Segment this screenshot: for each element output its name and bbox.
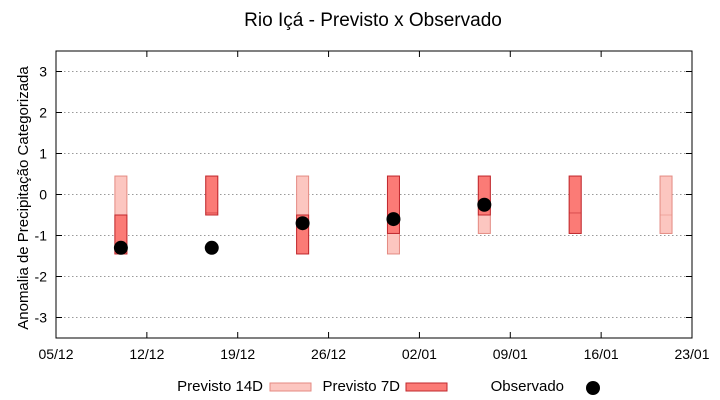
x-tick-label: 16/01	[584, 346, 619, 362]
legend-label-previsto-7d: Previsto 7D	[322, 378, 400, 395]
legend-swatch-previsto-7d	[405, 382, 448, 392]
previsto-14d-bar	[659, 175, 673, 234]
observado-point	[295, 216, 310, 231]
x-tick-label: 09/01	[493, 346, 528, 362]
observado-point	[386, 212, 401, 227]
previsto-7d-bar	[205, 175, 219, 216]
previsto-7d-bar	[568, 175, 582, 234]
observado-point	[113, 240, 128, 255]
x-ticks: 05/12 12/12 19/12 26/12 02/01 09/01 16/01 23/01	[38, 51, 710, 362]
legend-marker-observado	[586, 381, 600, 395]
legend-swatch-previsto-14d	[269, 382, 312, 392]
x-tick-label: 12/12	[129, 346, 164, 362]
observado-point	[204, 240, 219, 255]
x-tick-label: 26/12	[311, 346, 346, 362]
x-tick-label: 23/01	[674, 346, 709, 362]
x-tick-label: 19/12	[220, 346, 255, 362]
grid	[56, 71, 692, 318]
legend-label-previsto-14d: Previsto 14D	[177, 378, 263, 395]
legend-label-observado: Observado	[491, 378, 564, 395]
previsto-7d-bars	[114, 175, 582, 255]
y-tick-label: 1	[39, 146, 47, 162]
y-tick-label: 3	[39, 64, 47, 80]
y-tick-label: -1	[35, 228, 48, 244]
observado-point	[477, 197, 492, 212]
chart-title: Rio Içá - Previsto x Observado	[244, 10, 502, 31]
legend: Previsto 14D Previsto 7D Observado	[177, 378, 600, 395]
x-tick-label: 05/12	[38, 346, 73, 362]
y-tick-label: 2	[39, 105, 47, 121]
y-tick-label: 0	[39, 187, 47, 203]
y-tick-label: -3	[35, 310, 48, 326]
x-tick-label: 02/01	[402, 346, 437, 362]
y-tick-label: -2	[35, 269, 48, 285]
y-axis-label: Anomalia de Precipitação Categorizada	[15, 66, 32, 330]
y-ticks: -3 -2 -1 0 1 2 3	[35, 64, 692, 326]
observado-points	[113, 197, 492, 255]
